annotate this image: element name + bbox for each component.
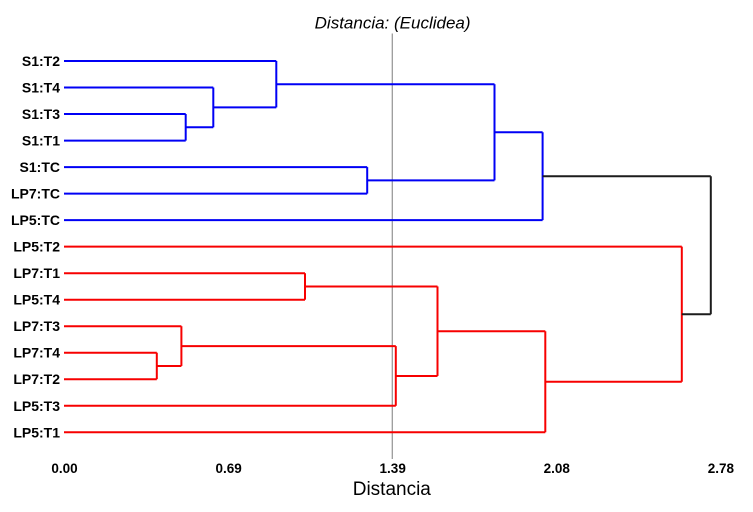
- svg-text:LP7:T1: LP7:T1: [13, 265, 60, 281]
- svg-text:LP5:T2: LP5:T2: [13, 239, 60, 255]
- svg-text:LP5:T4: LP5:T4: [13, 292, 60, 308]
- svg-text:Distancia: (Euclidea): Distancia: (Euclidea): [315, 13, 471, 32]
- svg-text:S1:T2: S1:T2: [22, 53, 60, 69]
- svg-text:2.78: 2.78: [708, 461, 735, 476]
- svg-text:LP7:T4: LP7:T4: [13, 345, 60, 361]
- svg-text:0.69: 0.69: [215, 461, 241, 476]
- svg-text:LP7:TC: LP7:TC: [11, 186, 60, 202]
- svg-text:Distancia: Distancia: [353, 479, 432, 500]
- svg-text:S1:TC: S1:TC: [20, 159, 60, 175]
- svg-text:LP5:TC: LP5:TC: [11, 212, 60, 228]
- svg-text:S1:T1: S1:T1: [22, 133, 60, 149]
- svg-text:S1:T3: S1:T3: [22, 106, 60, 122]
- svg-text:LP5:T3: LP5:T3: [13, 398, 60, 414]
- svg-text:2.08: 2.08: [544, 461, 571, 476]
- svg-text:LP7:T3: LP7:T3: [13, 318, 60, 334]
- svg-text:0.00: 0.00: [51, 461, 77, 476]
- svg-text:LP7:T2: LP7:T2: [13, 371, 60, 387]
- svg-text:1.39: 1.39: [380, 461, 406, 476]
- svg-text:S1:T4: S1:T4: [22, 80, 60, 96]
- svg-text:LP5:T1: LP5:T1: [13, 424, 60, 440]
